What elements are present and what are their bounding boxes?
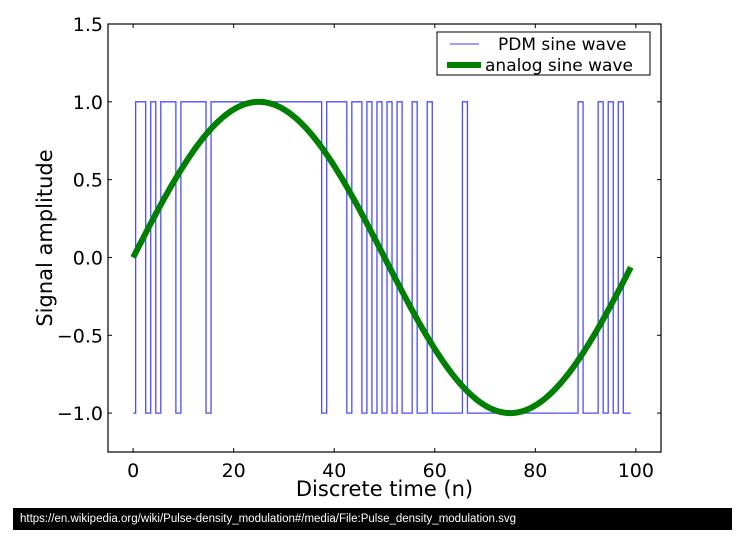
x-tick-label: 40 (322, 460, 346, 482)
legend-label-analog: analog sine wave (485, 56, 633, 76)
series-analog-sine-wave (130, 98, 634, 417)
y-tick-label: 1.0 (73, 92, 103, 114)
source-url-caption: https://en.wikipedia.org/wiki/Pulse-dens… (13, 508, 732, 530)
axes-frame (107, 23, 662, 453)
x-tick-label: 80 (523, 460, 547, 482)
plot-area (108, 24, 661, 452)
series-pdm-sine-wave (133, 101, 631, 414)
axes-layer: 0 20 40 60 80 100 −1.0 −0.5 0.0 0.5 1.0 1.5 (57, 14, 662, 482)
legend-label-pdm: PDM sine wave (498, 35, 626, 55)
y-tick-label: −0.5 (57, 325, 103, 347)
y-tick-label: 0.0 (73, 247, 103, 269)
y-tick-label: 0.5 (73, 170, 103, 192)
x-tick-label: 60 (423, 460, 447, 482)
legend: PDM sine wave analog sine wave (436, 31, 651, 76)
x-axis-label: Discrete time (n) (296, 477, 473, 501)
plot-background (108, 24, 661, 452)
y-tick-label: 1.5 (73, 14, 103, 36)
chart: 0 20 40 60 80 100 −1.0 −0.5 0.0 0.5 1.0 1.5 PDM sin… (33, 14, 662, 501)
x-tick-label: 0 (127, 460, 139, 482)
x-tick-label: 20 (222, 460, 246, 482)
y-tick-label: −1.0 (57, 403, 103, 425)
series-layer (130, 98, 634, 417)
y-axis-label: Signal amplitude (33, 149, 57, 326)
x-tick-label: 100 (618, 460, 654, 482)
